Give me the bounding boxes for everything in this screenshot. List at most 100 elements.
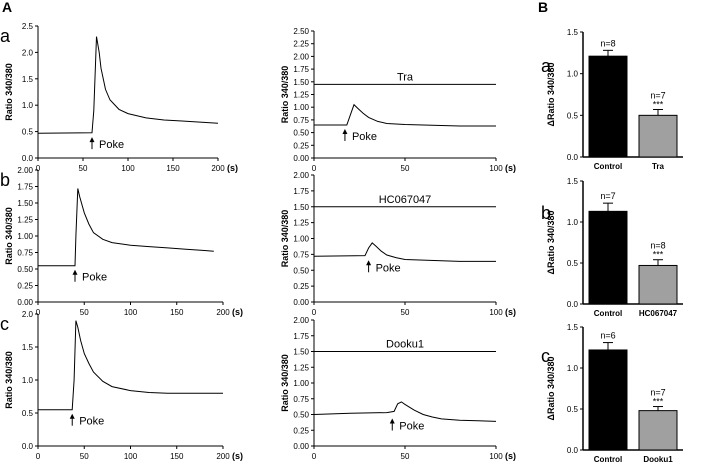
y-tick-label: 0.25 [293, 141, 309, 150]
category-label: Dooku1 [643, 455, 673, 464]
x-tick-label: 200 [211, 164, 225, 173]
y-axis-label: Ratio 340/380 [4, 207, 14, 265]
poke-label: Poke [99, 139, 124, 151]
y-tick-label: 1.0 [567, 70, 579, 79]
x-unit-label: (s) [505, 451, 516, 461]
chart-A-b-right: 0.00 0.25 0.50 0.75 1.00 1.25 1.50 1.75 2.00 0 50 1… [280, 171, 516, 317]
poke-arrow-head [69, 413, 75, 419]
y-tick-label: 0.50 [293, 129, 309, 138]
category-label: Control [594, 455, 622, 464]
x-tick-label: 0 [36, 308, 41, 317]
y-tick-label: 1.00 [293, 103, 309, 112]
row-label-B-b: b [541, 203, 551, 223]
y-tick-label: 0.75 [17, 249, 33, 258]
chart-A-b-left: 0.000.250.500.751.001.251.501.752.000 50 1… [4, 166, 243, 317]
y-tick-label: 1.50 [293, 348, 309, 357]
y-axis-label: ΔRatio 340/380 [546, 210, 556, 274]
y-tick-label: 1.0 [567, 364, 579, 373]
y-tick-label: 0.00 [293, 442, 309, 451]
category-label: HC067047 [639, 309, 678, 318]
y-tick-label: 0.75 [293, 250, 309, 259]
chart-A-c-right: 0.00 0.25 0.50 0.75 1.00 1.25 1.50 1.75 2.00 0 50 1… [280, 316, 516, 461]
x-tick-label: 0 [36, 164, 41, 173]
y-tick-label: 1.00 [293, 235, 309, 244]
x-tick-label: 150 [166, 164, 180, 173]
category-label: Tra [652, 162, 665, 171]
x-tick-label: 50 [401, 452, 410, 461]
x-tick-label: 200 [216, 452, 230, 461]
x-tick-label: 100 [489, 164, 503, 173]
poke-label: Poke [399, 421, 424, 433]
y-tick-label: 2.00 [17, 166, 33, 175]
poke-arrow-head [342, 128, 348, 134]
bar [638, 410, 678, 451]
x-tick-label: 150 [170, 308, 184, 317]
series-line [313, 242, 496, 262]
x-tick-label: 100 [489, 308, 503, 317]
x-unit-label: (s) [232, 307, 243, 317]
y-tick-label: 1.50 [17, 199, 33, 208]
y-tick-label: 1.5 [567, 323, 579, 332]
y-tick-label: 0.25 [17, 282, 33, 291]
y-axis-label: Ratio 340/380 [4, 63, 14, 121]
category-label: Control [594, 162, 622, 171]
y-tick-label: 2.0 [22, 310, 34, 319]
x-tick-label: 100 [124, 308, 138, 317]
y-tick-label: 1.00 [293, 379, 309, 388]
x-unit-label: (s) [232, 451, 243, 461]
y-tick-label: 0.50 [17, 265, 33, 274]
bar [638, 114, 678, 158]
y-tick-label: 0.0 [567, 153, 579, 162]
y-tick-label: 0.5 [567, 111, 579, 120]
x-tick-label: 0 [312, 308, 317, 317]
row-label-c: c [0, 314, 9, 334]
bar [588, 55, 628, 158]
y-axis-label: Ratio 340/380 [4, 351, 14, 409]
x-tick-label: 50 [80, 308, 89, 317]
n-label: n=7 [650, 91, 665, 101]
y-tick-label: 1.25 [293, 219, 309, 228]
y-tick-label: 0.0 [567, 446, 579, 455]
y-tick-label: 0.00 [17, 298, 33, 307]
x-tick-label: 0 [312, 452, 317, 461]
series-line [37, 36, 219, 134]
y-tick-label: 1.0 [567, 218, 579, 227]
x-tick-label: 0 [312, 164, 317, 173]
poke-arrow-head [89, 137, 95, 143]
y-axis-label: Ratio 340/380 [280, 66, 290, 124]
chart-A-c-left: 0.00.51.01.52.00 50 100 150 200 (s)Ratio 340/… [4, 310, 243, 461]
poke-arrow-head [389, 418, 395, 424]
y-tick-label: 1.25 [17, 216, 33, 225]
charts-layer: 0.00.51.01.52.02.50 50 100 150 200 (s)Ratio 3… [4, 22, 683, 464]
y-tick-label: 0.75 [293, 395, 309, 404]
n-label: n=7 [650, 388, 665, 398]
y-tick-label: 2.0 [22, 48, 34, 57]
x-tick-label: 50 [80, 452, 89, 461]
y-tick-label: 1.0 [22, 376, 34, 385]
panel-label-A: A [2, 0, 12, 15]
poke-label: Poke [82, 272, 107, 284]
chart-B-a: 0.0 0.5 1.0 1.5 ΔRatio 340/380 n=8 Control ***n… [546, 28, 683, 171]
x-tick-label: 50 [79, 164, 88, 173]
y-tick-label: 0.25 [293, 282, 309, 291]
poke-label: Poke [352, 131, 377, 143]
y-tick-label: 0.00 [293, 298, 309, 307]
poke-arrow-head [366, 260, 372, 266]
y-axis-label: ΔRatio 340/380 [546, 62, 556, 126]
x-tick-label: 50 [401, 308, 410, 317]
panel-label-B: B [538, 0, 548, 15]
bar [588, 210, 628, 305]
x-tick-label: 100 [489, 452, 503, 461]
bar [638, 264, 678, 305]
y-tick-label: 0.25 [293, 426, 309, 435]
poke-label: Poke [79, 416, 104, 428]
y-tick-label: 1.75 [17, 183, 33, 192]
y-tick-label: 1.00 [17, 232, 33, 241]
y-tick-label: 0.50 [293, 411, 309, 420]
y-tick-label: 1.5 [22, 75, 34, 84]
series-line [314, 103, 496, 127]
n-label: n=6 [600, 331, 615, 341]
y-tick-label: 2.25 [293, 40, 309, 49]
y-tick-label: 0.0 [22, 442, 34, 451]
y-tick-label: 0.00 [293, 154, 309, 163]
